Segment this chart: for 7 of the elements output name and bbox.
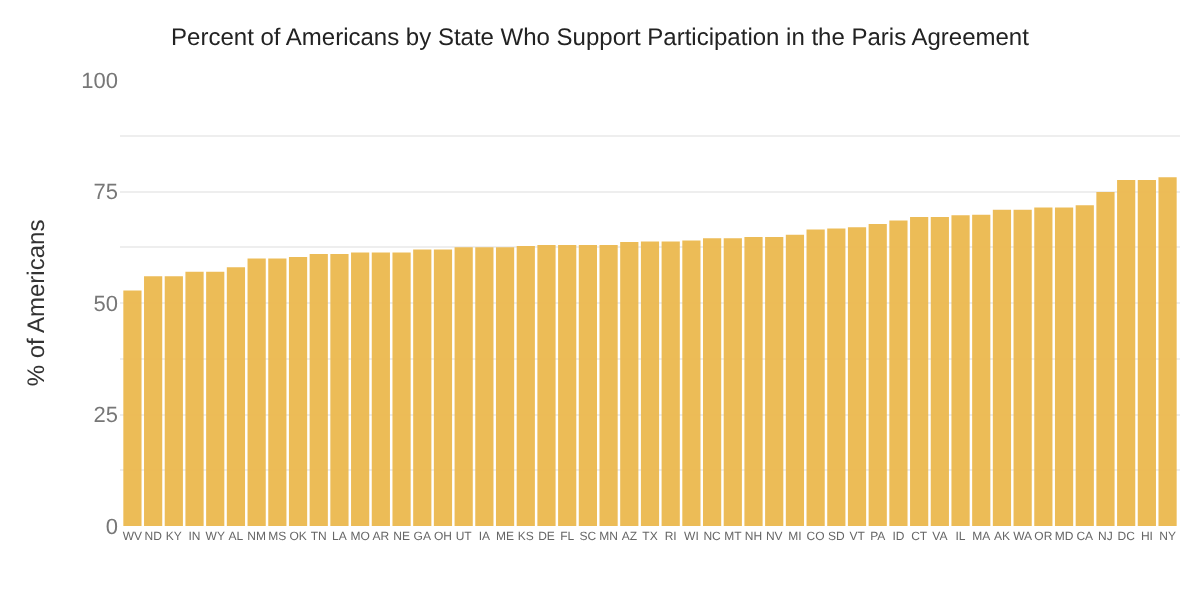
y-tick-label: 50 (93, 292, 118, 317)
y-tick-label: 25 (93, 404, 118, 429)
y-tick-label: 0 (105, 515, 118, 540)
y-tick-label: 100 (81, 69, 118, 94)
y-tick-label: 75 (93, 181, 118, 206)
y-axis-title: % of Americans (21, 219, 50, 387)
chart-title: Percent of Americans by State Who Support Participation in the Paris Agreement (171, 22, 1031, 51)
